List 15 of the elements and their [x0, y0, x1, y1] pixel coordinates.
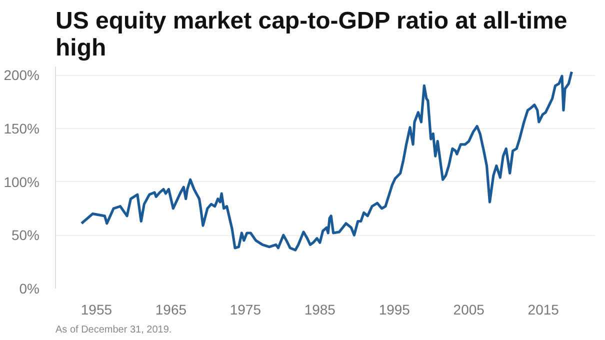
x-tick-label: 2015 — [528, 302, 560, 318]
x-tick-label: 1975 — [230, 302, 262, 318]
y-tick-label: 150% — [4, 120, 40, 136]
x-tick-label: 1995 — [378, 302, 410, 318]
x-tick-label: 2005 — [453, 302, 485, 318]
y-tick-label: 50% — [11, 227, 40, 244]
y-tick-label: 0% — [19, 280, 40, 296]
x-tick-label: 1985 — [304, 302, 336, 318]
x-tick-label: 1965 — [155, 302, 187, 318]
line-series — [80, 70, 573, 252]
text: As of December 31, 2019. — [56, 324, 172, 336]
y-tick-label: 200% — [4, 67, 40, 84]
y-tick-label: 100% — [4, 174, 40, 190]
x-tick-label: 1955 — [80, 302, 112, 318]
chart-title: US equity market cap-to-GDP ratio at all-time high — [56, 8, 568, 62]
